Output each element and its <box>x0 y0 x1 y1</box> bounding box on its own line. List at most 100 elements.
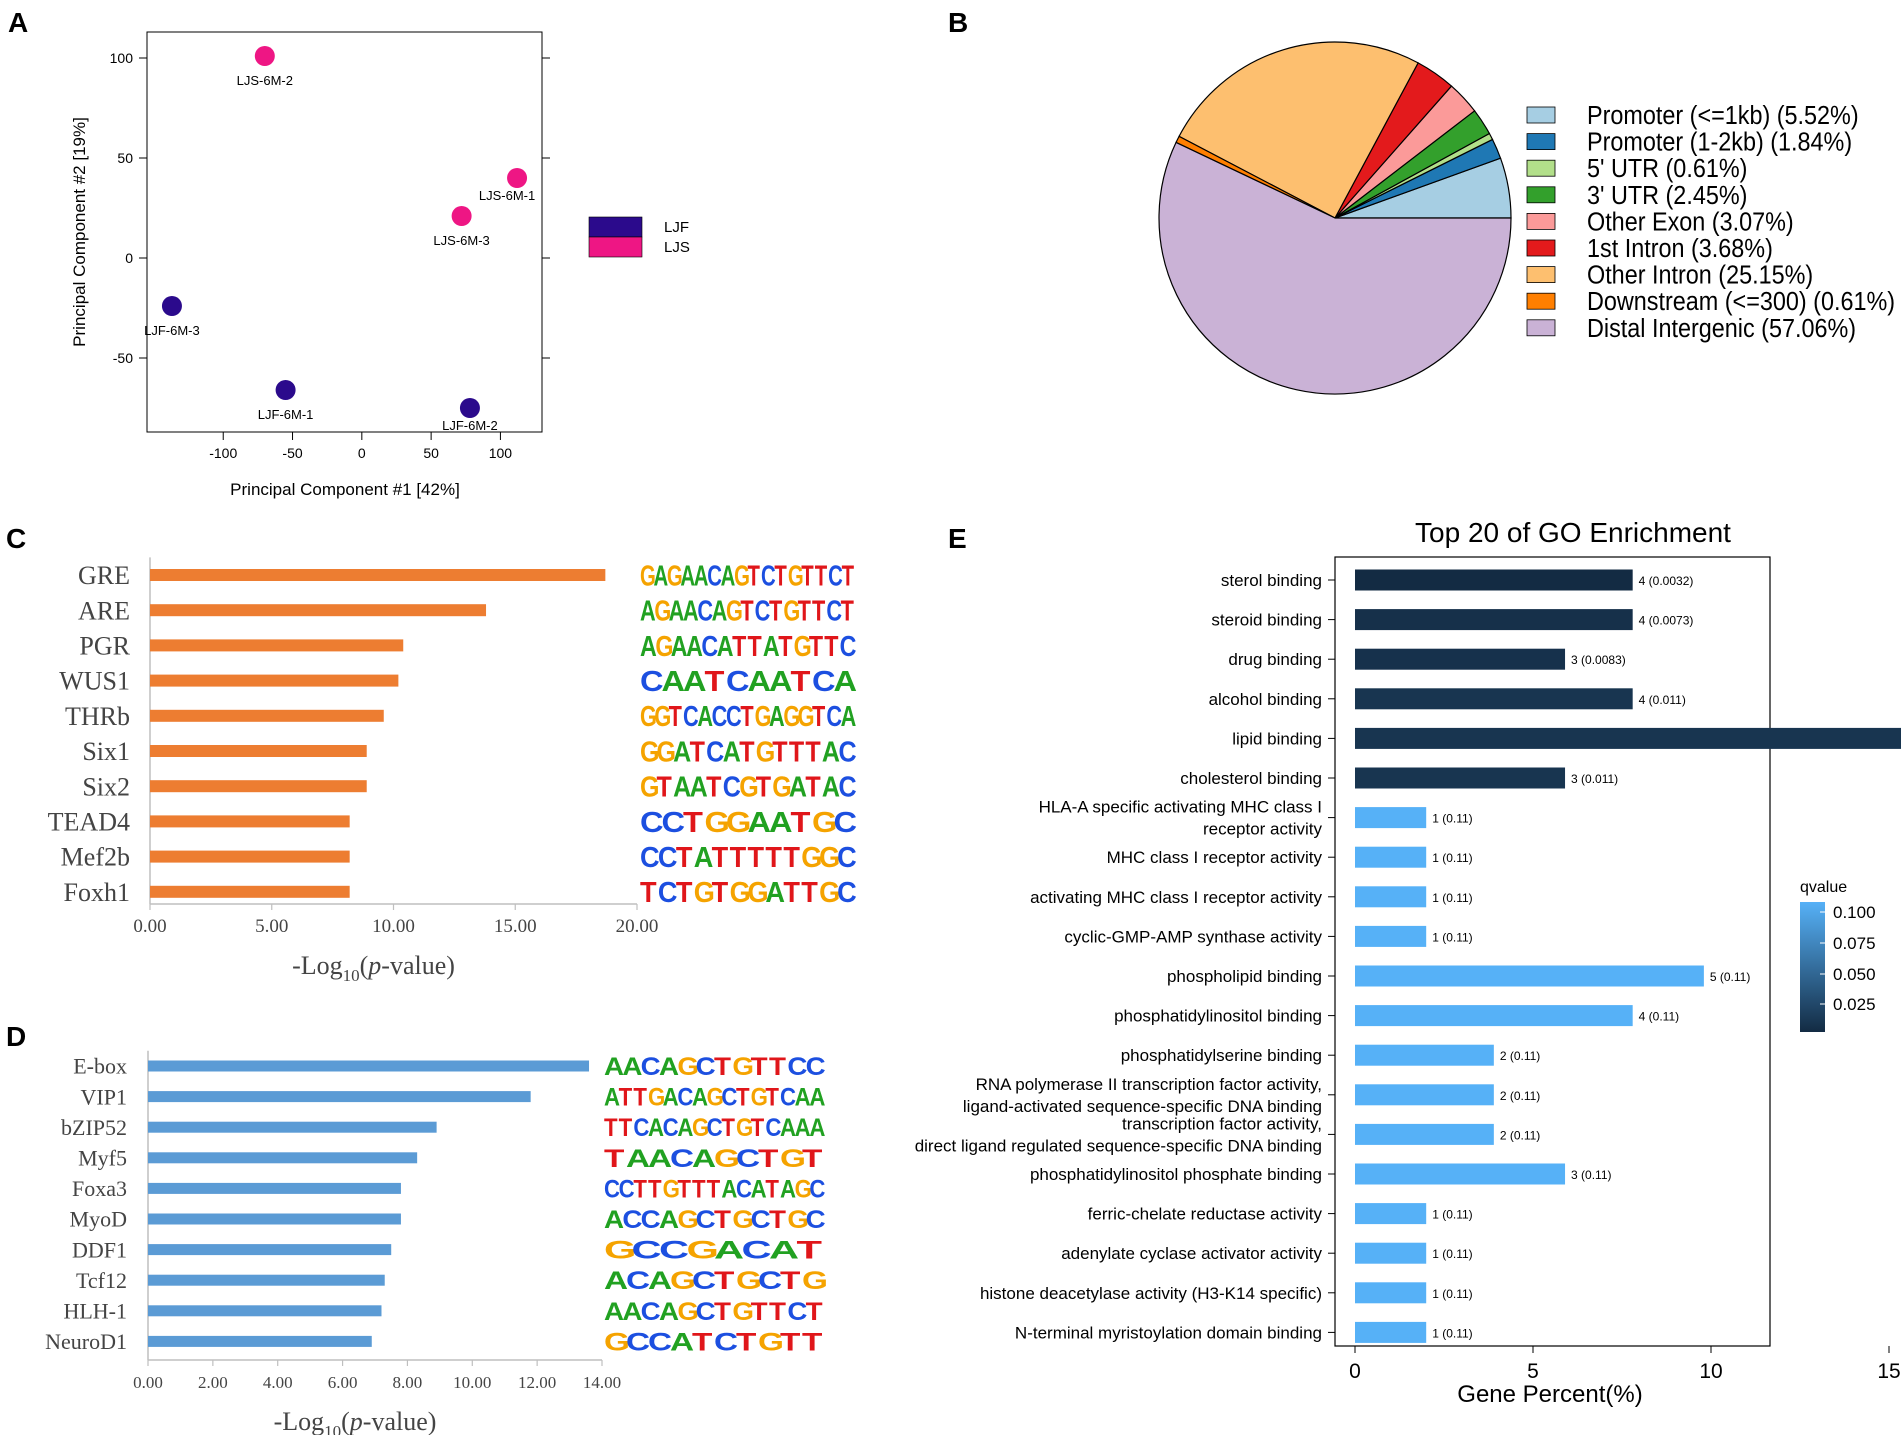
pca-point-label: LJS-6M-2 <box>237 73 293 88</box>
motif-letter: T <box>657 771 673 803</box>
go-term-label: ligand-activated sequence-specific DNA b… <box>963 1097 1322 1116</box>
motif-letter: G <box>726 596 743 628</box>
motif-letter: G <box>794 629 812 662</box>
panel-label-a: A <box>8 7 28 38</box>
motif-letter: C <box>648 1328 672 1356</box>
motif-letter: A <box>673 736 691 768</box>
motif-letter: C <box>707 1115 723 1143</box>
pie-legend-label: Other Exon (3.07%) <box>1587 208 1794 236</box>
go-term-label: lipid binding <box>1232 729 1322 748</box>
motif-letter: T <box>802 1145 822 1173</box>
motif-letter: T <box>714 1052 731 1080</box>
motif-letter: A <box>822 771 840 803</box>
colorbar-tick-label: 0.050 <box>1833 965 1876 984</box>
motif-letter: C <box>736 1145 760 1173</box>
motif-letter: T <box>780 1267 800 1295</box>
go-bar-label: 3 (0.11) <box>1571 1168 1611 1182</box>
motif-letter: T <box>721 1115 735 1143</box>
motif-letter: G <box>655 629 673 662</box>
pca-x-tick-label: 100 <box>489 445 513 461</box>
motif-letter: G <box>707 1084 724 1112</box>
bar-x-axis-label: -Log10(p-value) <box>292 951 455 985</box>
bar-category-label: Tcf12 <box>76 1268 127 1293</box>
motif-letter: G <box>687 1237 719 1265</box>
motif-letter: T <box>769 1052 786 1080</box>
motif-letter: A <box>769 806 793 839</box>
go-x-tick-label: 0 <box>1349 1360 1361 1383</box>
motif-letter: T <box>740 701 754 733</box>
motif-letter: T <box>751 1052 768 1080</box>
bar <box>148 1274 385 1286</box>
pca-x-tick-label: 0 <box>358 445 366 461</box>
motif-letter: T <box>797 1237 822 1265</box>
motif-letter: A <box>780 1176 796 1204</box>
go-x-tick-label: 5 <box>1527 1360 1539 1383</box>
bar-category-label: NeuroD1 <box>45 1329 127 1354</box>
motif-letter: A <box>780 1115 796 1143</box>
motif-letter: G <box>714 1145 740 1173</box>
motif-letter: C <box>640 841 660 873</box>
pie-legend-label: Promoter (<=1kb) (5.52%) <box>1587 102 1859 130</box>
motif-letter: A <box>640 596 656 628</box>
pca-y-tick-label: 100 <box>110 50 134 66</box>
bar <box>148 1244 392 1256</box>
motif-letter: G <box>819 841 840 873</box>
motif-letter: G <box>732 1205 754 1233</box>
motif-letter: G <box>736 1267 762 1295</box>
pca-y-tick-label: 0 <box>125 250 133 266</box>
bar-x-tick-label: 12.00 <box>518 1373 556 1392</box>
motif-letter: C <box>755 596 771 628</box>
motif-letter: A <box>769 665 793 698</box>
motif-letter: A <box>692 1084 708 1112</box>
go-chart-title: Top 20 of GO Enrichment <box>1415 517 1731 548</box>
motif-letter: G <box>732 1052 754 1080</box>
go-bar-label: 5 (0.11) <box>1710 970 1750 984</box>
go-bar-label: 1 (0.11) <box>1432 1326 1472 1340</box>
motif-letter: A <box>697 701 713 733</box>
bar <box>150 745 367 757</box>
motif-letter: C <box>632 1237 662 1265</box>
bar <box>148 1152 418 1164</box>
go-x-tick-label: 15 <box>1877 1360 1900 1383</box>
motif-letter: A <box>683 596 699 628</box>
motif-letter: T <box>619 1115 633 1143</box>
motif-letter: T <box>765 841 782 873</box>
bar-category-label: E-box <box>73 1054 127 1079</box>
motif-letter: T <box>791 665 811 698</box>
motif-letter: G <box>751 1084 768 1112</box>
motif-letter: T <box>841 596 855 628</box>
motif-letter: T <box>736 1084 750 1112</box>
motif-letter: A <box>834 665 858 698</box>
motif-letter: C <box>696 1052 716 1080</box>
motif-letter: C <box>736 1176 752 1204</box>
motif-letter: A <box>809 1084 825 1112</box>
motif-letter: T <box>769 596 783 628</box>
pie-legend-swatch <box>1526 212 1556 230</box>
motif-letter: G <box>795 1176 812 1204</box>
motif-letter: C <box>787 1052 807 1080</box>
motif-letter: T <box>802 1328 822 1356</box>
colorbar <box>1800 902 1825 1032</box>
motif-letter: C <box>714 1328 738 1356</box>
bar-category-label: Mef2b <box>61 843 130 872</box>
bar-category-label: ARE <box>78 596 130 625</box>
motif-letter: G <box>755 701 772 733</box>
motif-letter: A <box>670 1328 694 1356</box>
pie-legend-label: 5' UTR (0.61%) <box>1587 155 1747 183</box>
go-bar-label: 2 (0.11) <box>1500 1049 1540 1063</box>
motif-letter: G <box>783 701 800 733</box>
bar-category-label: bZIP52 <box>61 1115 127 1140</box>
pca-point <box>254 46 275 66</box>
pca-point-label: LJF-6M-3 <box>144 323 200 338</box>
go-term-label: ferric-chelate reductase activity <box>1088 1205 1323 1224</box>
motif-letter: T <box>778 629 792 662</box>
bar <box>150 709 384 722</box>
motif-letter: G <box>732 1297 754 1325</box>
go-bar <box>1355 1203 1427 1225</box>
bar <box>148 1091 531 1103</box>
motif-letter: G <box>640 560 656 592</box>
motif-letter: C <box>837 876 857 908</box>
bar <box>150 780 367 793</box>
motif-letter: C <box>758 1267 782 1295</box>
colorbar-tick-label: 0.100 <box>1833 903 1876 922</box>
